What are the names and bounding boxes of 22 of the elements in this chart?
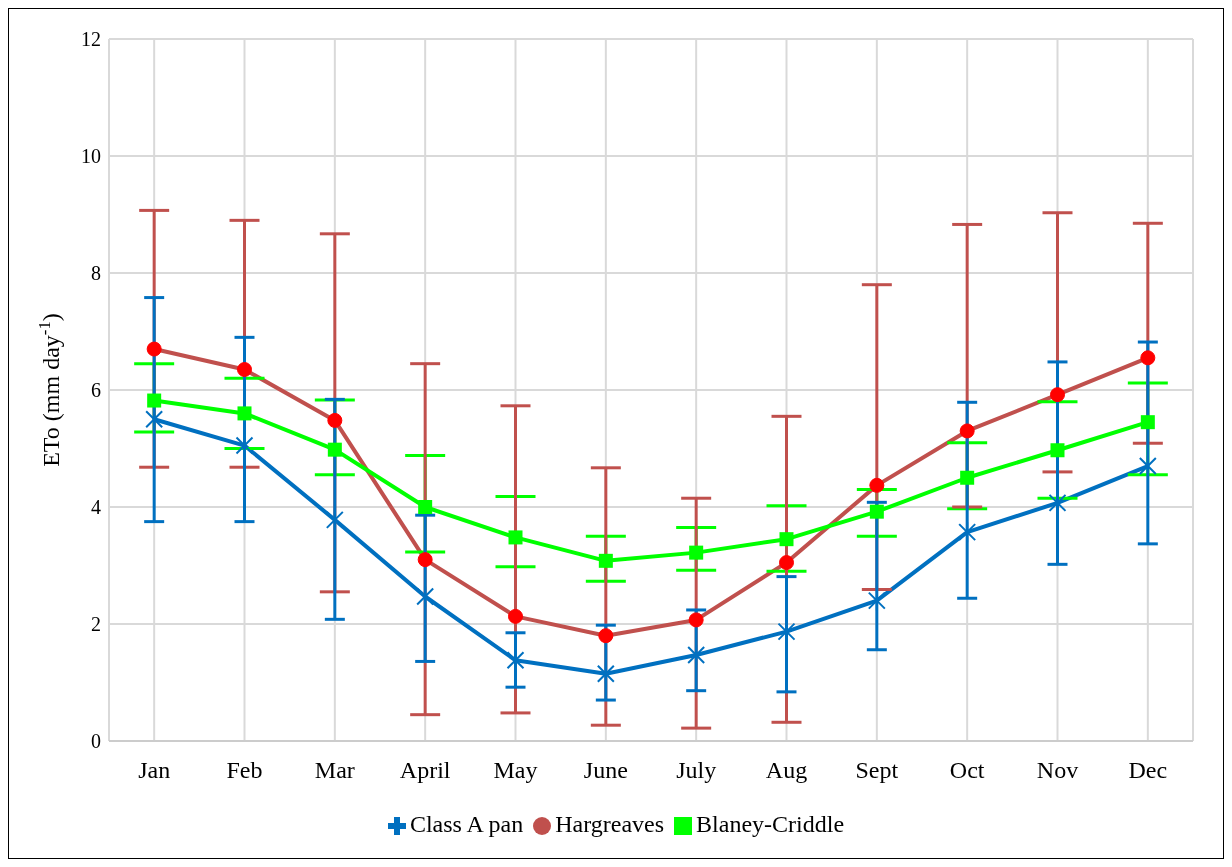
- x-tick-label: May: [493, 757, 538, 784]
- x-tick-label: July: [676, 757, 717, 784]
- legend-label: Class A pan: [409, 811, 524, 837]
- x-tick-label: Dec: [1128, 757, 1168, 784]
- y-tick-label: 12: [81, 28, 101, 51]
- y-tick-label: 2: [91, 613, 101, 636]
- x-tick-label: Feb: [226, 757, 263, 784]
- x-tick-label: Oct: [949, 757, 985, 784]
- x-tick-label: Nov: [1036, 757, 1079, 784]
- y-tick-label: 10: [81, 145, 101, 168]
- y-tick-label: 8: [91, 262, 101, 285]
- x-tick-label: Jan: [138, 757, 171, 784]
- x-tick-label: Sept: [855, 757, 899, 784]
- y-tick-label: 6: [91, 379, 101, 402]
- legend-label: Blaney-Criddle: [696, 811, 845, 837]
- y-tick-label: 4: [91, 496, 101, 519]
- x-tick-label: Mar: [314, 757, 355, 784]
- x-tick-label: Aug: [765, 757, 808, 784]
- legend-label: Hargreaves: [555, 811, 665, 837]
- x-tick-label: April: [399, 757, 451, 784]
- y-tick-label: 0: [91, 730, 101, 753]
- x-tick-label: June: [583, 757, 628, 784]
